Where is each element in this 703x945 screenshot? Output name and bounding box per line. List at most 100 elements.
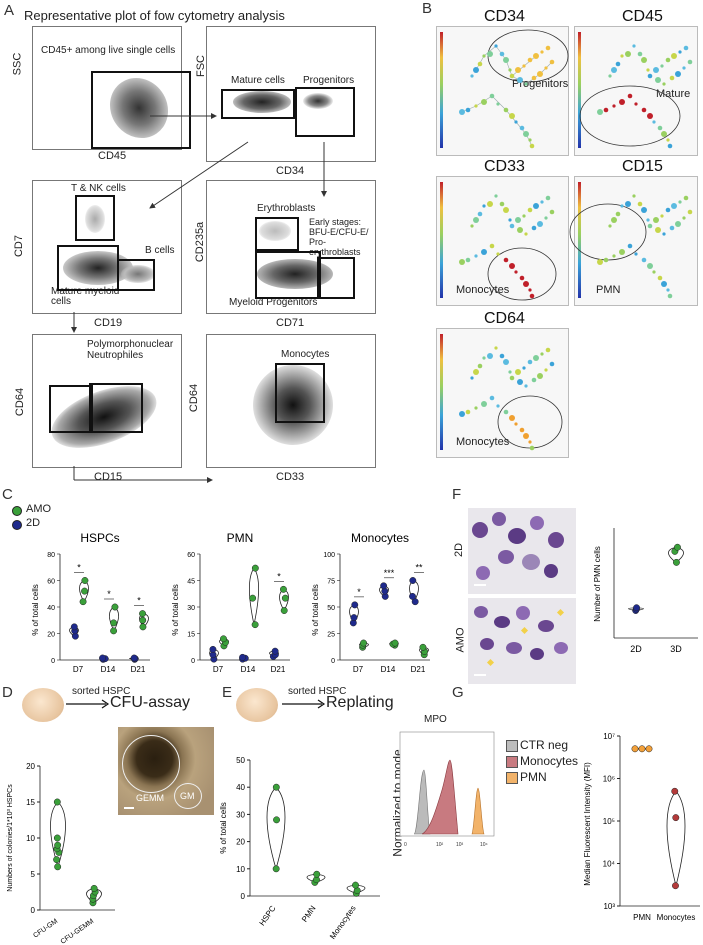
spheroid-image [22,688,64,722]
tree-node [500,52,505,57]
tree-node [540,50,543,53]
data-point [351,614,357,620]
data-point [54,842,60,848]
data-point [380,583,386,589]
data-point [252,621,258,627]
cfu-assay-label: CFU-assay [110,694,190,712]
data-point [210,646,216,652]
tree-node [675,221,681,227]
tree-node [646,218,649,221]
tree-node [655,227,661,233]
micrograph-2d [468,508,576,594]
tree-node [520,276,525,281]
tree-node [619,249,625,255]
tree-node [504,410,509,415]
tree-node [682,216,685,219]
data-point [392,640,398,646]
colony-image: GEMM GM [118,727,214,815]
tree-node [496,252,499,255]
tree-node [517,77,523,83]
legend-label-amo: AMO [26,503,51,515]
legend-label-2d: 2D [26,517,40,529]
y-tick-label: 10⁴ [603,860,616,869]
tree-node [675,71,681,77]
tree-node [522,214,525,217]
tree-node [473,217,479,223]
tree-node [625,201,631,207]
y-tick-label: 50 [327,605,335,612]
tree-node [544,216,547,219]
data-point [272,648,278,654]
tree-node [638,52,643,57]
y-tick-label: 30 [236,810,245,819]
row-label-2d: 2D [453,543,465,557]
data-point [249,595,255,601]
y-tick-label: 0 [191,658,195,665]
tree-node [490,244,495,249]
sig-label: ** [415,563,423,573]
tree-node [470,224,473,227]
tree-node [628,244,633,249]
data-point [273,784,279,790]
tree-node [500,202,505,207]
y-tick-label: 60 [187,552,195,559]
y-tick-label: 75 [327,579,335,586]
tree-node [524,232,527,235]
y-tick-label: 0 [241,892,246,901]
tree-node [482,204,485,207]
tree-node [546,46,551,51]
data-point [352,602,358,608]
legend-label-ctr: CTR neg [520,738,568,752]
tree-node [537,373,543,379]
tree-node [510,376,515,381]
spade-title: CD34 [484,8,525,26]
tree-node [474,254,477,257]
legend-label-monocytes: Monocytes [520,754,578,768]
x-tick-label: PMN [300,904,318,924]
tree-node [509,415,515,421]
tree-node [522,64,525,67]
y-tick-label: 5 [31,870,36,879]
tree-node [668,294,673,299]
data-point [360,640,366,646]
y-tick-label: 40 [47,605,55,612]
tree-node [481,401,487,407]
data-point [54,799,60,805]
spade-title: CD45 [622,8,663,26]
tree-node [646,68,649,71]
data-point [352,882,358,888]
tree-node [668,144,673,149]
tree-node [608,224,611,227]
data-point [131,655,137,661]
data-point [112,604,118,610]
data-point [646,746,652,752]
tree-node [514,120,517,123]
y-tick-label: 20 [236,838,245,847]
tree-node [459,109,465,115]
tree-node [612,254,615,257]
y-tick-label: 60 [47,579,55,586]
x-tick-label: HSPC [258,904,278,928]
tree-node [641,207,647,213]
tree-node [688,210,693,215]
tree-node [528,360,533,365]
tree-node [509,113,515,119]
tree-node [662,232,665,235]
tree-node [632,44,635,47]
data-point [140,624,146,630]
tree-node [528,208,533,213]
tree-node [661,131,667,137]
panel-d-letter: D [2,684,13,701]
tree-node [528,58,533,63]
panel-e-letter: E [222,684,232,701]
legend-marker-amo [12,506,22,516]
svg-text:10⁴: 10⁴ [480,842,488,848]
x-tick-label: PMN [633,913,651,922]
sig-label: * [107,589,111,599]
tree-node [496,404,499,407]
y-tick-label: 20 [47,632,55,639]
row-label-amo: AMO [455,627,467,652]
panel-b-letter: B [422,0,432,17]
tree-node [666,288,669,291]
data-point [110,620,116,626]
